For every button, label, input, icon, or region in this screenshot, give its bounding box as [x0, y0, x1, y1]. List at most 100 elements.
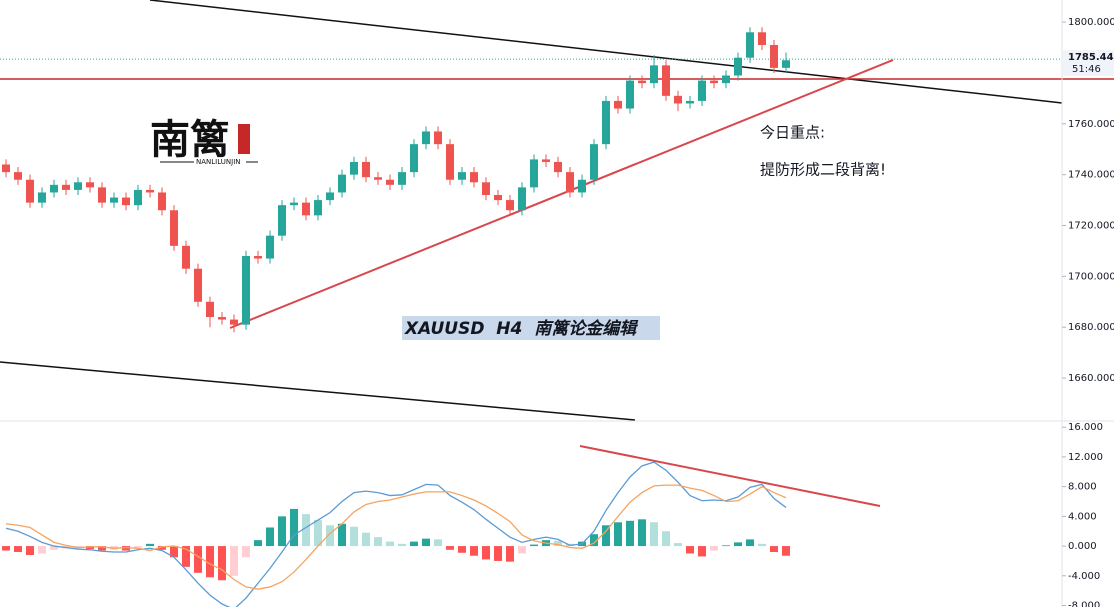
histogram-bar — [470, 546, 478, 556]
candle-body — [734, 57, 742, 76]
histogram-bar — [254, 540, 262, 547]
trendline — [229, 59, 894, 329]
y-tick-label: 1680.000 — [1068, 322, 1114, 333]
candle-body — [194, 268, 202, 302]
candle-body — [650, 65, 658, 84]
histogram-bar — [746, 539, 754, 547]
histogram-bar — [590, 534, 598, 547]
candle-body — [110, 197, 118, 203]
candle-body — [230, 319, 238, 325]
logo-seal — [238, 124, 250, 154]
last-price-box — [1063, 50, 1114, 77]
candle-body — [578, 179, 586, 193]
candle-body — [374, 177, 382, 180]
candle-body — [218, 317, 226, 320]
histogram-bar — [338, 523, 346, 547]
candles — [2, 27, 790, 333]
histogram-bar — [206, 546, 214, 578]
y-tick-label: 1720.000 — [1068, 221, 1114, 232]
last-price-label: 1785.440 — [1068, 52, 1114, 63]
candle-body — [254, 256, 262, 259]
candle-body — [770, 45, 778, 68]
candle-body — [2, 164, 10, 173]
y-tick-label: -8.000 — [1068, 601, 1100, 607]
annotation: 今日重点: — [760, 124, 825, 142]
candle-body — [566, 172, 574, 193]
trendline — [0, 361, 636, 421]
histogram-bar — [710, 546, 718, 551]
histogram-bar — [362, 532, 370, 547]
histogram-bar — [278, 516, 286, 547]
candle-body — [470, 172, 478, 183]
histogram-bar — [194, 546, 202, 573]
y-tick-label: 1760.000 — [1068, 119, 1114, 130]
candle-body — [350, 161, 358, 175]
candle-body — [38, 192, 46, 203]
y-tick-label: -4.000 — [1068, 571, 1100, 582]
logo-title: 南篱 — [150, 117, 230, 163]
candle-body — [722, 75, 730, 84]
signal-line — [5, 484, 787, 590]
candle-body — [674, 95, 682, 104]
candle-body — [710, 80, 718, 84]
candle-body — [758, 32, 766, 45]
countdown: 51:46 — [1072, 64, 1101, 75]
histogram-bar — [398, 543, 406, 547]
histogram-bar — [230, 546, 238, 576]
candle-body — [638, 80, 646, 84]
y-tick-label: 1660.000 — [1068, 373, 1114, 384]
histogram-bar — [26, 546, 34, 555]
candle-body — [158, 192, 166, 211]
histogram-bar — [38, 546, 46, 554]
candle-body — [698, 80, 706, 101]
histogram-bar — [50, 546, 58, 550]
candle-body — [554, 161, 562, 173]
candle-body — [326, 192, 334, 201]
histogram-bar — [506, 546, 514, 562]
histogram-bar — [770, 546, 778, 553]
histogram-bar — [122, 546, 130, 551]
y-tick-label: 16.000 — [1068, 422, 1103, 433]
candle-body — [242, 256, 250, 325]
candle-body — [182, 245, 190, 269]
candle-body — [146, 189, 154, 193]
y-tick-label: 0.000 — [1068, 541, 1097, 552]
histogram-bar — [326, 525, 334, 547]
histogram-bar — [782, 546, 790, 556]
histogram-bar — [266, 527, 274, 547]
histogram-bar — [662, 531, 670, 547]
histogram-bar — [650, 522, 658, 547]
histogram-bar — [314, 520, 322, 547]
histogram-bar — [302, 514, 310, 547]
histogram-bar — [86, 546, 94, 550]
candle-body — [170, 210, 178, 246]
candle-body — [86, 182, 94, 188]
candle-body — [266, 235, 274, 259]
candle-body — [134, 189, 142, 206]
histogram-bar — [458, 546, 466, 553]
candle-body — [434, 131, 442, 145]
histogram-bar — [638, 519, 646, 547]
candle-body — [446, 144, 454, 180]
candle-body — [278, 205, 286, 236]
candle-body — [122, 197, 130, 206]
candle-body — [782, 60, 790, 68]
histogram-bar — [614, 522, 622, 547]
candle-body — [482, 182, 490, 195]
histogram-bar — [530, 544, 538, 547]
histogram-bar — [422, 538, 430, 547]
candle-body — [14, 172, 22, 180]
candle-body — [62, 184, 70, 190]
y-tick-label: 1800.000 — [1068, 17, 1114, 28]
candle-body — [602, 100, 610, 145]
histogram-bar — [518, 546, 526, 554]
histogram-bar — [158, 546, 166, 550]
candle-body — [386, 179, 394, 185]
histogram-bar — [98, 546, 106, 551]
histogram-bar — [2, 546, 10, 551]
candle-body — [590, 144, 598, 180]
y-tick-label: 1700.000 — [1068, 271, 1114, 282]
candle-body — [422, 131, 430, 145]
histogram-bar — [182, 546, 190, 567]
